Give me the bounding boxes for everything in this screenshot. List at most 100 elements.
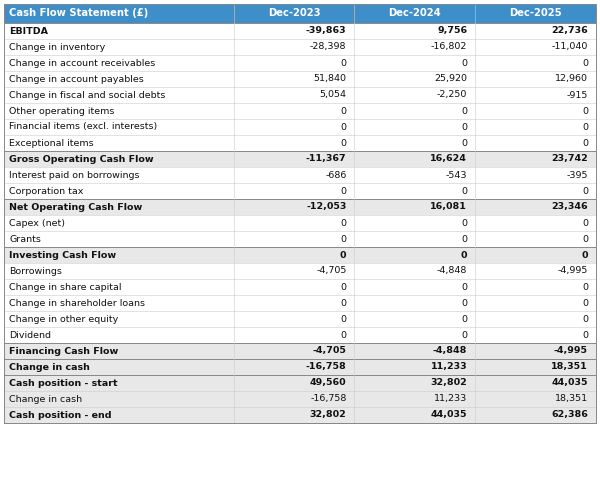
Bar (4, 23, 596, 39)
Text: 18,351: 18,351 (551, 362, 588, 372)
Text: Cash position - end: Cash position - end (9, 410, 112, 420)
Text: -4,995: -4,995 (557, 266, 588, 276)
Text: 0: 0 (461, 218, 467, 228)
Text: 11,233: 11,233 (434, 394, 467, 404)
Text: 0: 0 (340, 234, 346, 244)
Text: Cash position - start: Cash position - start (9, 378, 118, 388)
Bar (4, 215, 596, 231)
Text: -11,367: -11,367 (306, 154, 346, 164)
Text: 23,346: 23,346 (551, 202, 588, 211)
Text: 12,960: 12,960 (555, 74, 588, 84)
Text: Capex (net): Capex (net) (9, 218, 65, 228)
Text: -686: -686 (325, 170, 346, 179)
Text: 49,560: 49,560 (310, 378, 346, 388)
Text: 62,386: 62,386 (551, 410, 588, 420)
Text: 25,920: 25,920 (434, 74, 467, 84)
Text: 0: 0 (340, 250, 346, 260)
Text: -2,250: -2,250 (437, 90, 467, 100)
Text: Gross Operating Cash Flow: Gross Operating Cash Flow (9, 154, 154, 164)
Text: 5,054: 5,054 (319, 90, 346, 100)
Text: -4,848: -4,848 (433, 346, 467, 356)
Text: -16,802: -16,802 (431, 42, 467, 51)
Text: Change in account payables: Change in account payables (9, 74, 144, 84)
Text: 11,233: 11,233 (431, 362, 467, 372)
Bar (4, 87, 596, 103)
Text: 0: 0 (461, 234, 467, 244)
Text: Financial items (excl. interests): Financial items (excl. interests) (9, 122, 157, 132)
Bar (4, 311, 596, 327)
Bar (4, 231, 596, 247)
Text: Corporation tax: Corporation tax (9, 186, 83, 196)
Text: 23,742: 23,742 (551, 154, 588, 164)
Bar (4, 343, 596, 359)
Text: 22,736: 22,736 (551, 26, 588, 36)
Text: EBITDA: EBITDA (9, 26, 48, 36)
Text: -915: -915 (566, 90, 588, 100)
Text: 0: 0 (582, 218, 588, 228)
Text: 0: 0 (582, 298, 588, 308)
Text: 16,624: 16,624 (430, 154, 467, 164)
Text: 0: 0 (461, 282, 467, 292)
Text: 0: 0 (461, 250, 467, 260)
Text: -11,040: -11,040 (551, 42, 588, 51)
Bar (4, 247, 596, 263)
Text: 0: 0 (461, 106, 467, 116)
Bar (4, 375, 596, 391)
Text: -16,758: -16,758 (306, 362, 346, 372)
Text: 32,802: 32,802 (430, 378, 467, 388)
Text: 0: 0 (461, 186, 467, 196)
Text: 0: 0 (461, 58, 467, 68)
Text: -39,863: -39,863 (306, 26, 346, 36)
Bar (4, 263, 596, 279)
Text: 0: 0 (461, 122, 467, 132)
Text: -4,995: -4,995 (554, 346, 588, 356)
Text: Change in cash: Change in cash (9, 362, 90, 372)
Text: -395: -395 (566, 170, 588, 179)
Text: -4,705: -4,705 (313, 346, 346, 356)
Text: 0: 0 (582, 234, 588, 244)
Text: Financing Cash Flow: Financing Cash Flow (9, 346, 118, 356)
Text: Other operating items: Other operating items (9, 106, 115, 116)
Text: 0: 0 (582, 282, 588, 292)
Text: -4,848: -4,848 (437, 266, 467, 276)
Text: Change in share capital: Change in share capital (9, 282, 121, 292)
Bar (4, 135, 596, 151)
Bar (4, 359, 596, 375)
Text: -28,398: -28,398 (310, 42, 346, 51)
Text: 0: 0 (582, 314, 588, 324)
Text: Interest paid on borrowings: Interest paid on borrowings (9, 170, 139, 179)
Text: 32,802: 32,802 (310, 410, 346, 420)
Text: -543: -543 (446, 170, 467, 179)
Text: 0: 0 (340, 138, 346, 147)
Bar (4, 407, 596, 423)
Text: Dec-2023: Dec-2023 (268, 8, 320, 18)
Text: 0: 0 (340, 58, 346, 68)
Text: Change in fiscal and social debts: Change in fiscal and social debts (9, 90, 166, 100)
Bar (4, 119, 596, 135)
Text: 0: 0 (340, 106, 346, 116)
Text: Borrowings: Borrowings (9, 266, 62, 276)
Text: 0: 0 (461, 314, 467, 324)
Text: 18,351: 18,351 (555, 394, 588, 404)
Text: 0: 0 (340, 330, 346, 340)
Bar (4, 167, 596, 183)
Text: 16,081: 16,081 (430, 202, 467, 211)
Text: 0: 0 (340, 186, 346, 196)
Bar (4, 327, 596, 343)
Text: 0: 0 (340, 122, 346, 132)
Text: 0: 0 (581, 250, 588, 260)
Text: Change in inventory: Change in inventory (9, 42, 105, 51)
Text: 44,035: 44,035 (431, 410, 467, 420)
Text: 51,840: 51,840 (313, 74, 346, 84)
Text: 0: 0 (582, 138, 588, 147)
Text: Cash Flow Statement (£): Cash Flow Statement (£) (9, 8, 148, 18)
Text: 0: 0 (340, 282, 346, 292)
Bar (4, 295, 596, 311)
Text: Investing Cash Flow: Investing Cash Flow (9, 250, 116, 260)
Bar (4, 199, 596, 215)
Text: 44,035: 44,035 (551, 378, 588, 388)
Text: Grants: Grants (9, 234, 41, 244)
Text: 0: 0 (582, 186, 588, 196)
Text: Exceptional items: Exceptional items (9, 138, 94, 147)
Text: Change in other equity: Change in other equity (9, 314, 118, 324)
